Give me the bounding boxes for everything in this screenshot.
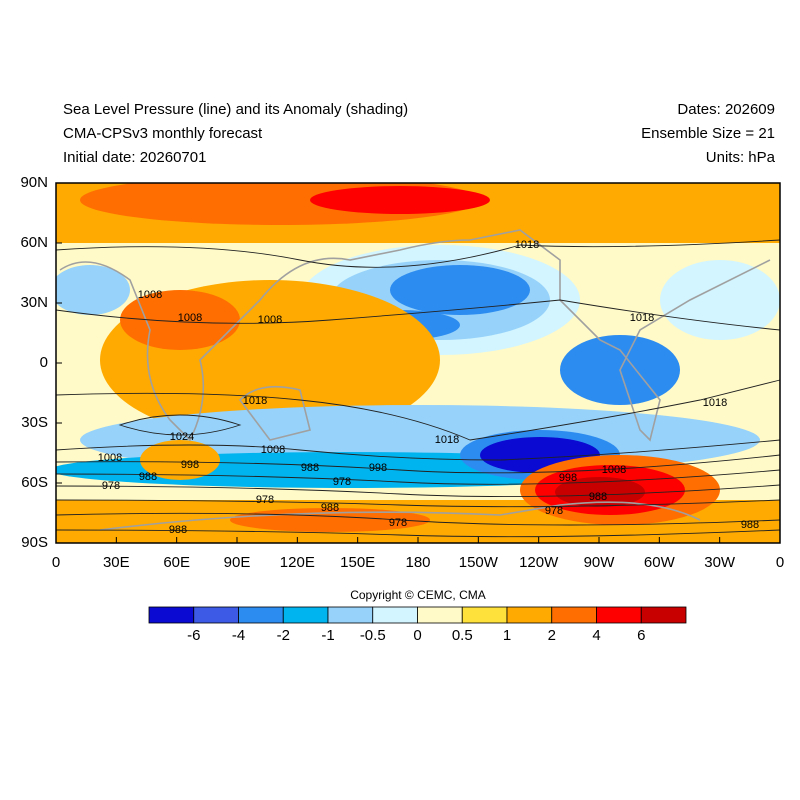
colorbar-label: 0.5	[452, 627, 473, 644]
colorbar-label: -0.5	[360, 627, 386, 644]
subtitle: Initial date: 20260701	[63, 149, 206, 166]
contour-label: 988	[321, 502, 339, 514]
x-tick-label: 150W	[459, 554, 499, 571]
contour-label: 988	[741, 519, 759, 531]
title: Sea Level Pressure (line) and its Anomal…	[63, 101, 408, 118]
y-tick-label: 60S	[21, 474, 48, 491]
x-tick-label: 150E	[340, 554, 375, 571]
colorbar-cell	[640, 606, 687, 624]
contour-labels: 1018 1008 1008 1008 1018 1018 1018 1024 …	[98, 239, 759, 536]
x-tick-label: 120W	[519, 554, 559, 571]
contour-label: 978	[545, 505, 563, 517]
x-tick-label: 0	[52, 554, 60, 571]
contour-label: 978	[256, 494, 274, 506]
colorbar-label: -6	[187, 627, 200, 644]
colorbar-cell	[372, 606, 418, 624]
contour-label: 1008	[178, 312, 202, 324]
contour-label: 1008	[138, 289, 162, 301]
contour-label: 1008	[602, 464, 626, 476]
contour-label: 1008	[258, 314, 282, 326]
y-tick-label: 60N	[20, 234, 48, 251]
contour-label: 978	[389, 517, 407, 529]
contour-label: 988	[169, 524, 187, 536]
contour-label: 1008	[98, 452, 122, 464]
shading	[56, 183, 780, 543]
contour-label: 998	[559, 472, 577, 484]
info: Dates: 202609	[677, 101, 775, 118]
copyright: Copyright © CEMC, CMA	[350, 588, 486, 602]
contour-label: 978	[333, 476, 351, 488]
colorbar-label: 6	[637, 627, 645, 644]
colorbar-label: 0	[413, 627, 421, 644]
info: Units: hPa	[706, 149, 776, 166]
coastlines	[59, 229, 771, 531]
y-tick-label: 0	[40, 354, 48, 371]
colorbar-cell	[193, 606, 239, 624]
contour-label: 1024	[170, 431, 194, 443]
colorbar-label: -2	[277, 627, 290, 644]
colorbar-label: -1	[321, 627, 334, 644]
x-tick-label: 60E	[163, 554, 190, 571]
colorbar-label: 2	[548, 627, 556, 644]
colorbar-label: 1	[503, 627, 511, 644]
x-tick-label: 60W	[644, 554, 676, 571]
y-tick-label: 90N	[20, 174, 48, 191]
y-tick-label: 90S	[21, 534, 48, 551]
colorbar-cell	[327, 606, 374, 624]
colorbar-cell	[596, 606, 642, 624]
colorbar-cell	[417, 606, 463, 624]
x-tick-label: 90W	[584, 554, 616, 571]
contour-label: 1018	[435, 434, 459, 446]
y-tick-label: 30S	[21, 414, 48, 431]
contour-label: 988	[589, 491, 607, 503]
x-tick-label: 120E	[280, 554, 315, 571]
colorbar-cell	[461, 606, 508, 624]
contour-label: 978	[102, 480, 120, 492]
x-tick-label: 30W	[704, 554, 736, 571]
contour-label: 988	[301, 462, 319, 474]
contour-label: 1018	[703, 397, 727, 409]
contour-label: 998	[181, 459, 199, 471]
contour-label: 1018	[243, 395, 267, 407]
info: Ensemble Size = 21	[641, 125, 775, 142]
colorbar-cell	[551, 606, 597, 624]
contour-label: 1018	[515, 239, 539, 251]
colorbar-cell	[506, 606, 553, 624]
x-tick-label: 90E	[224, 554, 251, 571]
y-tick-label: 30N	[20, 294, 48, 311]
contour-label: 998	[369, 462, 387, 474]
contours	[55, 239, 781, 538]
colorbar-cell	[238, 606, 284, 624]
colorbar-label: -4	[232, 627, 245, 644]
contour-label: 988	[139, 471, 157, 483]
x-tick-label: 0	[776, 554, 784, 571]
x-tick-label: 180	[405, 554, 430, 571]
colorbar-cell	[282, 606, 329, 624]
colorbar-cell	[148, 606, 195, 624]
contour-label: 1008	[261, 444, 285, 456]
x-tick-label: 30E	[103, 554, 130, 571]
subtitle: CMA-CPSv3 monthly forecast	[63, 125, 263, 142]
colorbar-label: 4	[592, 627, 600, 644]
contour-label: 1018	[630, 312, 654, 324]
